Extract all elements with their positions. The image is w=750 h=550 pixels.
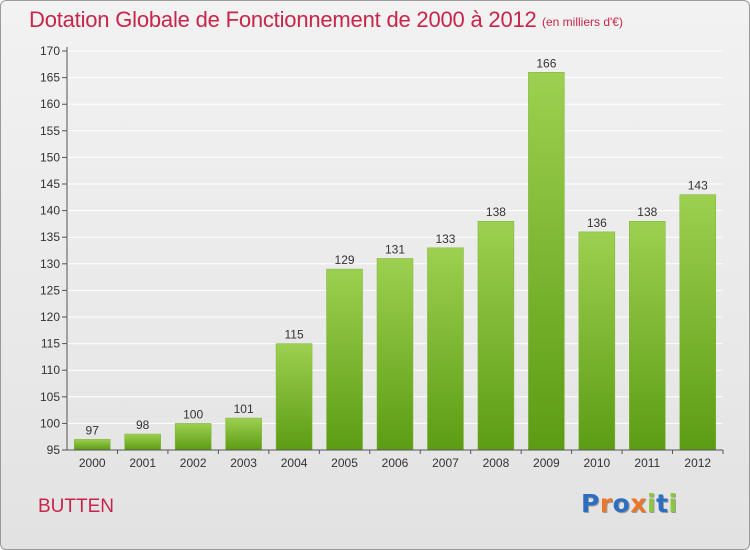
bar: [275, 343, 313, 451]
x-tick-label: 2001: [129, 456, 156, 470]
x-tick-label: 2009: [533, 456, 560, 470]
y-tick-label: 125: [40, 283, 60, 297]
data-label: 101: [234, 402, 254, 416]
y-tick-label: 155: [40, 124, 60, 138]
y-tick-label: 115: [41, 337, 60, 351]
data-label: 133: [435, 232, 455, 246]
x-tick-label: 2007: [432, 456, 459, 470]
data-label: 100: [183, 407, 203, 421]
data-label: 129: [335, 253, 355, 267]
data-label: 143: [688, 179, 708, 193]
y-tick-label: 160: [40, 97, 60, 111]
logo-letter: x: [630, 489, 647, 518]
bar: [528, 72, 565, 451]
x-tick-label: 2008: [483, 456, 510, 470]
y-tick-label: 170: [40, 44, 60, 58]
logo-letter: t: [656, 489, 669, 518]
x-tick-label: 2006: [382, 456, 409, 470]
chart-title: Dotation Globale de Fonctionnement de 20…: [29, 7, 537, 32]
proxiti-logo[interactable]: Proxiti: [581, 489, 678, 518]
bar: [427, 247, 464, 451]
y-tick-label: 120: [40, 310, 60, 324]
logo-letter: r: [599, 489, 613, 518]
bar: [174, 423, 212, 451]
x-tick-label: 2002: [180, 456, 207, 470]
logo-letter: i: [668, 489, 678, 518]
x-tick-label: 2003: [230, 456, 257, 470]
axes: [62, 47, 724, 454]
data-label: 138: [486, 205, 506, 219]
y-tick-label: 105: [40, 390, 60, 404]
bar: [73, 439, 111, 451]
x-tick-label: 2004: [281, 456, 308, 470]
commune-name: BUTTEN: [38, 496, 114, 517]
y-tick-label: 145: [40, 177, 60, 191]
bar: [679, 194, 717, 451]
y-tick-label: 135: [40, 230, 60, 244]
bar: [326, 268, 363, 451]
bar: [124, 433, 161, 451]
x-tick-label: 2010: [583, 456, 610, 470]
y-tick-label: 130: [40, 257, 60, 271]
bars: [73, 72, 717, 451]
y-tick-label: 150: [40, 150, 60, 164]
data-label: 136: [587, 216, 607, 230]
data-label: 138: [637, 205, 657, 219]
data-label: 97: [86, 423, 100, 437]
data-label: 166: [536, 56, 556, 70]
logo-letter: i: [647, 489, 657, 518]
x-tick-label: 2000: [79, 456, 106, 470]
chart-subtitle: (en milliers d'€): [542, 15, 623, 29]
labels: 95 100 105 110 115 120 125 130 135 140 145 150 155 16…: [40, 44, 711, 470]
bar: [629, 220, 666, 451]
bar: [225, 417, 262, 451]
y-tick-label: 140: [40, 204, 60, 218]
bar: [376, 258, 414, 451]
data-label: 98: [136, 418, 150, 432]
y-tick-label: 100: [40, 416, 60, 430]
logo-letter: P: [581, 489, 600, 518]
bar: [578, 231, 616, 451]
x-tick-label: 2011: [634, 456, 660, 470]
data-label: 131: [385, 242, 405, 256]
logo-letter: o: [612, 489, 631, 518]
bar: [477, 220, 515, 451]
data-label: 115: [285, 328, 304, 342]
x-tick-label: 2005: [331, 456, 358, 470]
y-tick-label: 95: [47, 443, 61, 457]
x-tick-label: 2012: [684, 456, 711, 470]
y-tick-label: 165: [40, 71, 60, 85]
y-tick-label: 110: [41, 363, 60, 377]
